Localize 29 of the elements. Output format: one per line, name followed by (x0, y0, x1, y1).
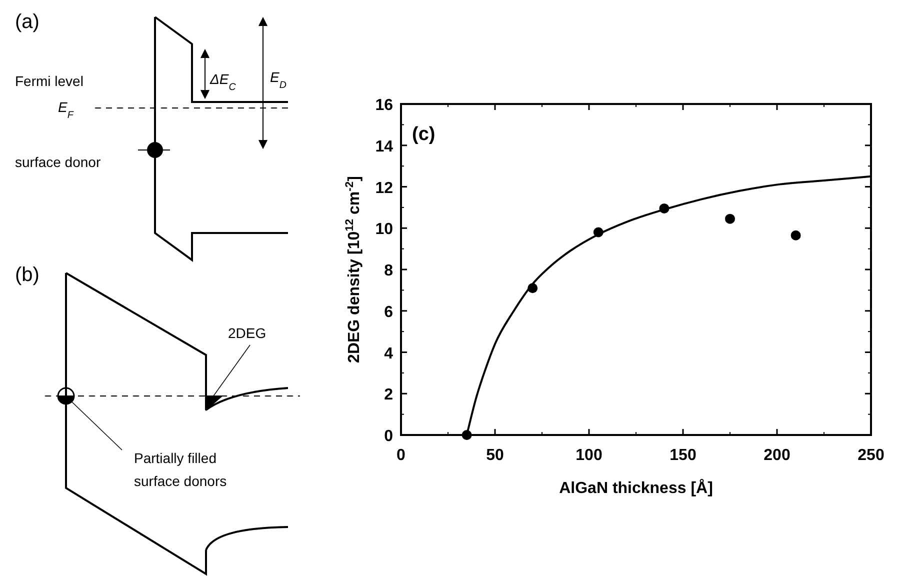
text: E$_{D}$ (270, 69, 286, 90)
text: Partially filled (134, 450, 216, 466)
text: (a) (15, 11, 40, 33)
x-tick-label: 50 (486, 447, 504, 464)
y-tick-label: 12 (375, 180, 394, 197)
x-tick-label: 250 (858, 447, 884, 464)
x-tick-label: 200 (764, 447, 790, 464)
x-axis-title: AlGaN thickness [Å] (559, 478, 713, 497)
y-tick-label: 6 (384, 304, 394, 321)
text: E$_{F}$ (58, 99, 74, 120)
y-tick-label: 10 (375, 221, 394, 238)
text: ΔE$_{C}$ (209, 71, 237, 92)
y-tick-label: 14 (375, 138, 394, 156)
y-tick-label: 0 (384, 428, 394, 445)
text: surface donor (15, 154, 101, 170)
text: surface donors (134, 473, 227, 489)
y-tick-label: 16 (375, 97, 394, 114)
y-tick-label: 4 (384, 345, 394, 362)
x-tick-label: 100 (576, 447, 602, 464)
y-tick-label: 2 (384, 386, 394, 404)
point (790, 230, 801, 240)
text: (b) (15, 264, 40, 286)
point (725, 214, 735, 224)
x-tick-label: 150 (670, 447, 696, 464)
text: Fermi level (15, 73, 84, 89)
text: 2DEG (228, 325, 266, 341)
x-tick-label: 0 (396, 447, 406, 464)
annotation: (c) (412, 124, 436, 145)
y-tick-label: 8 (384, 262, 394, 280)
